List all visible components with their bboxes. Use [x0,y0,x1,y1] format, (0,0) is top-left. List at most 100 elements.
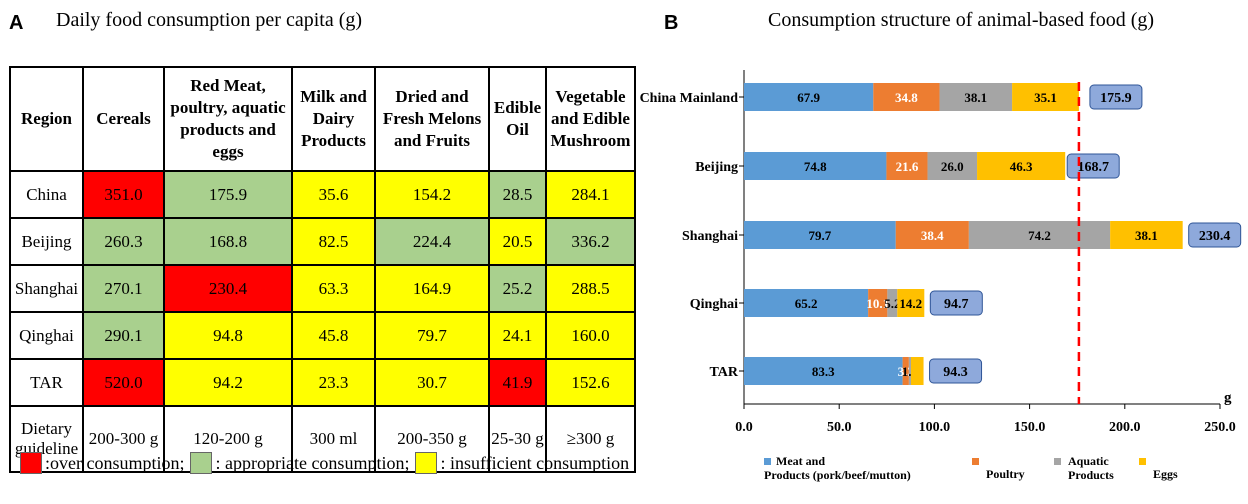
total-badge [929,290,983,316]
total-label: 175.9 [1100,91,1132,106]
panel-a-title: Daily food consumption per capita (g) [56,9,363,31]
legend-label: Eggs [1153,467,1178,481]
panel-b-letter: B [664,12,679,34]
bar-segment [968,221,1111,249]
value-cell: 175.9 [163,170,293,219]
value-cell: 284.1 [545,170,636,219]
value-cell: 351.0 [82,170,165,219]
value-cell: 520.0 [82,358,165,407]
total-badge [1089,84,1143,110]
legend-swatch [1054,458,1061,465]
data-label: 21.6 [896,159,919,174]
legend-over: :over consumption; [20,452,184,474]
legend-over-label: :over consumption; [45,452,185,473]
bar-segment [910,357,924,385]
table-legend: :over consumption; : appropriate consump… [20,452,635,474]
value-cell: 28.5 [488,170,547,219]
bar-segment [897,289,925,317]
value-cell: 63.3 [291,264,376,313]
table-row: TAR 520.0 94.2 23.3 30.7 41.9 152.6 [9,358,636,407]
data-label: 5.2 [884,296,900,311]
data-label: 26.0 [941,159,964,174]
value-cell: 260.3 [82,217,165,266]
data-label: 38.4 [921,228,944,243]
data-label: 14.2 [899,296,922,311]
legend-swatch [764,458,771,465]
value-cell: 94.2 [163,358,293,407]
bar-segment [886,152,928,180]
guideline-row: Dietary guideline 200-300 g 120-200 g 30… [9,405,636,473]
region-cell: China [9,170,84,219]
data-label: 79.7 [808,228,831,243]
legend-swatch-insufficient [415,452,438,474]
data-label: 38.1 [1135,228,1158,243]
value-cell: 45.8 [291,311,376,360]
value-cell: 160.0 [545,311,636,360]
category-label: China Mainland [640,91,739,106]
guideline-cell: 200-300 g [82,405,165,473]
data-label: 35.1 [1034,90,1057,105]
value-cell: 270.1 [82,264,165,313]
panel-a-letter: A [9,12,24,34]
x-tick-label: 100.0 [919,420,951,435]
table-row: Shanghai 270.1 230.4 63.3 164.9 25.2 288.5 [9,264,636,313]
bar-segment [1110,221,1183,249]
value-cell: 23.3 [291,358,376,407]
total-label: 168.7 [1077,160,1109,175]
value-cell: 94.8 [163,311,293,360]
header-region: Region [9,66,84,172]
panel-b-title: Consumption structure of animal-based fo… [768,9,1155,31]
table-row: Beijing 260.3 168.8 82.5 224.4 20.5 336.2 [9,217,636,266]
value-cell: 230.4 [163,264,293,313]
legend-insufficient-label: : insufficient consumption [440,452,630,473]
value-cell: 152.6 [545,358,636,407]
data-label: 83.3 [812,364,835,379]
bar-segment [977,152,1066,180]
data-label: 74.8 [804,159,827,174]
data-label: 74.2 [1028,228,1051,243]
data-label: 34.8 [895,90,918,105]
table-header-row: Region Cereals Red Meat, poultry, aquati… [9,66,636,172]
total-badge [929,358,983,384]
guideline-cell: 120-200 g [163,405,293,473]
total-badge [1188,222,1242,248]
bar-segment [1012,83,1079,111]
legend-swatch [1139,458,1146,465]
legend-appropriate-label: : appropriate consumption; [215,452,410,473]
value-cell: 24.1 [488,311,547,360]
region-cell: Beijing [9,217,84,266]
guideline-cell: ≥300 g [545,405,636,473]
legend-swatch-over [20,452,42,474]
region-cell: TAR [9,358,84,407]
legend-insufficient: : insufficient consumption [415,452,629,474]
category-label: Beijing [695,160,738,175]
value-cell: 164.9 [374,264,490,313]
value-cell: 168.8 [163,217,293,266]
total-label: 230.4 [1199,229,1231,244]
category-label: TAR [709,365,738,380]
region-cell: Qinghai [9,311,84,360]
bar-segment [744,357,903,385]
value-cell: 154.2 [374,170,490,219]
x-tick-label: 0.0 [735,420,753,435]
legend-appropriate: : appropriate consumption; [190,452,409,474]
data-label: 65.2 [795,296,818,311]
total-label: 94.7 [944,297,969,312]
header-cereals: Cereals [82,66,165,172]
x-tick-label: 150.0 [1014,420,1046,435]
value-cell: 30.7 [374,358,490,407]
value-cell: 20.5 [488,217,547,266]
category-label: Shanghai [682,229,738,244]
legend-swatch-appropriate [190,452,213,474]
legend-label: Aquatic Products [1068,454,1114,482]
bar-segment [744,83,874,111]
data-label: 67.9 [797,90,820,105]
x-tick-label: 250.0 [1204,420,1236,435]
value-cell: 290.1 [82,311,165,360]
header-vegetable: Vegetable and Edible Mushroom [545,66,636,172]
header-red-meat: Red Meat, poultry, aquatic products and … [163,66,293,172]
bar-segment [908,357,911,385]
bar-segment [927,152,978,180]
value-cell: 82.5 [291,217,376,266]
